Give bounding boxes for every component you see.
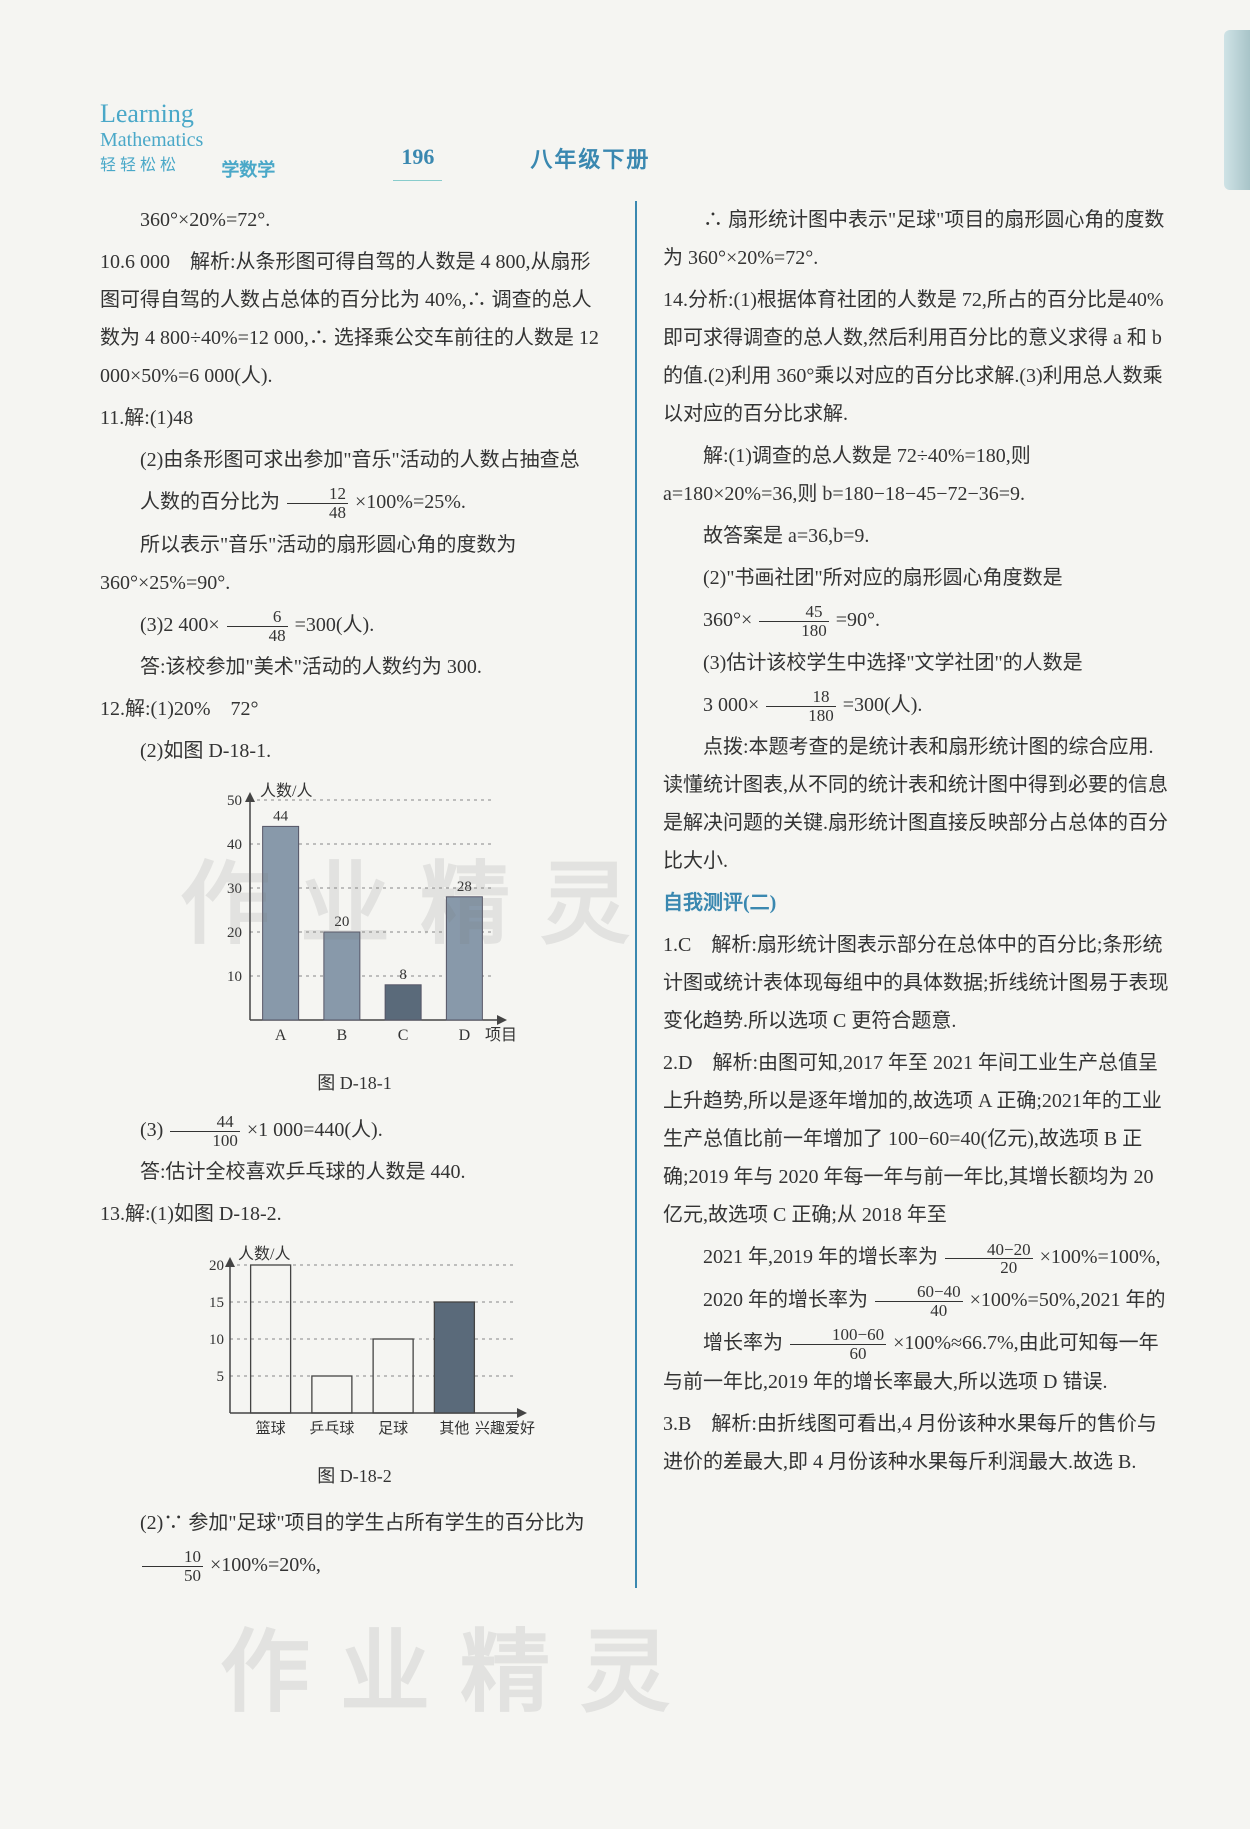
q11-4: 所以表示"音乐"活动的扇形圆心角的度数为 360°×25%=90°. <box>100 526 609 602</box>
q14-sol1: 解:(1)调查的总人数是 72÷40%=180,则 a=180×20%=36,则… <box>663 437 1170 513</box>
q13-1: 13.解:(1)如图 D-18-2. <box>100 1195 609 1233</box>
svg-text:B: B <box>336 1027 347 1044</box>
a2a: 2.D 解析:由图可知,2017 年至 2021 年间工业生产总值呈上升趋势,所… <box>663 1044 1170 1234</box>
q12-1: 12.解:(1)20% 72° <box>100 690 609 728</box>
fraction: 18 180 <box>766 688 836 725</box>
text-line: 360°×20%=72°. <box>100 201 609 239</box>
bar-chart-d-18-1: 10 20 30 40 50 44 A 20 B 8 C 28 D 人数/人项目 <box>195 780 515 1060</box>
q11-5: (3)2 400× 6 48 =300(人). <box>100 606 609 645</box>
fraction: 100−60 60 <box>790 1326 886 1363</box>
svg-text:30: 30 <box>227 881 242 897</box>
page-number: 196 <box>393 136 442 181</box>
chart1-caption: 图 D-18-1 <box>100 1066 609 1100</box>
svg-text:其他: 其他 <box>439 1420 469 1437</box>
q14-sol2: (2)"书画社团"所对应的扇形圆心角度数是 <box>663 559 1170 597</box>
q11-3: 人数的百分比为 12 48 ×100%=25%. <box>100 483 609 522</box>
logo-script-2: Mathematics <box>100 129 203 151</box>
svg-text:人数/人: 人数/人 <box>238 1245 290 1263</box>
q14-sol3b: 3 000× 18 180 =300(人). <box>663 686 1170 725</box>
q14-sol1b: 故答案是 a=36,b=9. <box>663 517 1170 555</box>
r1: ∴ 扇形统计图中表示"足球"项目的扇形圆心角的度数为 360°×20%=72°. <box>663 201 1170 277</box>
left-column: 360°×20%=72°. 10.6 000 解析:从条形图可得自驾的人数是 4… <box>100 201 635 1588</box>
svg-text:20: 20 <box>334 914 349 930</box>
section-title: 自我测评(二) <box>663 884 1170 922</box>
q10: 10.6 000 解析:从条形图可得自驾的人数是 4 800,从扇形图可得自驾的… <box>100 243 609 395</box>
content-columns: 360°×20%=72°. 10.6 000 解析:从条形图可得自驾的人数是 4… <box>100 201 1170 1588</box>
fraction: 10 50 <box>142 1548 203 1585</box>
q13-3: 10 50 ×100%=20%, <box>100 1546 609 1585</box>
a3: 3.B 解析:由折线图可看出,4 月份该种水果每斤的售价与进价的差最大,即 4 … <box>663 1405 1170 1481</box>
q12-4: 答:估计全校喜欢乒乓球的人数是 440. <box>100 1153 609 1191</box>
grade-label: 八年级下册 <box>530 139 650 181</box>
svg-text:28: 28 <box>456 879 471 895</box>
svg-text:20: 20 <box>209 1258 224 1274</box>
a2b: 2021 年,2019 年的增长率为 40−20 20 ×100%=100%, <box>663 1238 1170 1277</box>
svg-text:10: 10 <box>209 1332 224 1348</box>
fraction: 45 180 <box>759 603 829 640</box>
logo-vertical: 学数学 <box>221 161 275 181</box>
svg-text:D: D <box>458 1027 470 1044</box>
q12-2: (2)如图 D-18-1. <box>100 732 609 770</box>
svg-text:项目: 项目 <box>485 1027 515 1044</box>
logo-block: Learning Mathematics 轻轻松松 <box>100 100 203 181</box>
a2d: 增长率为 100−60 60 ×100%≈66.7%,由此可知每一年与前一年比,… <box>663 1324 1170 1401</box>
q11-6: 答:该校参加"美术"活动的人数约为 300. <box>100 648 609 686</box>
fraction: 40−20 20 <box>945 1241 1033 1278</box>
svg-text:A: A <box>274 1027 286 1044</box>
q14-analysis: 14.分析:(1)根据体育社团的人数是 72,所占的百分比是40%即可求得调查的… <box>663 281 1170 433</box>
fraction: 6 48 <box>227 608 288 645</box>
svg-text:8: 8 <box>399 967 407 983</box>
watermark-2: 作业精灵 <box>220 1588 700 1759</box>
svg-text:乒乓球: 乒乓球 <box>309 1420 354 1437</box>
chart2-caption: 图 D-18-2 <box>100 1459 609 1493</box>
logo-script-1: Learning <box>100 100 203 129</box>
svg-text:篮球: 篮球 <box>255 1419 285 1437</box>
q11-2: (2)由条形图可求出参加"音乐"活动的人数占抽查总 <box>100 441 609 479</box>
svg-text:兴趣爱好: 兴趣爱好 <box>475 1420 535 1437</box>
svg-text:足球: 足球 <box>378 1420 408 1437</box>
q14-sol2b: 360°× 45 180 =90°. <box>663 601 1170 640</box>
a2c: 2020 年的增长率为 60−40 40 ×100%=50%,2021 年的 <box>663 1281 1170 1320</box>
svg-text:C: C <box>397 1027 408 1044</box>
q11-1: 11.解:(1)48 <box>100 399 609 437</box>
q13-2: (2)∵ 参加"足球"项目的学生占所有学生的百分比为 <box>100 1504 609 1542</box>
svg-text:人数/人: 人数/人 <box>260 782 312 800</box>
bar-chart-d-18-2: 5 10 15 20 篮球 乒乓球 足球 其他 人数/人兴趣爱好 <box>175 1243 535 1453</box>
svg-text:15: 15 <box>209 1295 224 1311</box>
fraction: 12 48 <box>287 485 348 522</box>
svg-text:44: 44 <box>273 809 289 825</box>
page-edge-tab <box>1224 30 1250 190</box>
svg-text:50: 50 <box>227 793 242 809</box>
svg-text:40: 40 <box>227 837 242 853</box>
a1: 1.C 解析:扇形统计图表示部分在总体中的百分比;条形统计图或统计表体现每组中的… <box>663 926 1170 1040</box>
q12-3: (3) 44 100 ×1 000=440(人). <box>100 1111 609 1150</box>
fraction: 44 100 <box>170 1113 240 1150</box>
q14-tip: 点拨:本题考查的是统计表和扇形统计图的综合应用.读懂统计图表,从不同的统计表和统… <box>663 728 1170 880</box>
svg-text:5: 5 <box>216 1369 224 1385</box>
logo-sub: 轻轻松松 <box>100 151 203 181</box>
q14-sol3: (3)估计该校学生中选择"文学社团"的人数是 <box>663 644 1170 682</box>
svg-text:20: 20 <box>227 925 242 941</box>
svg-text:10: 10 <box>227 969 242 985</box>
right-column: ∴ 扇形统计图中表示"足球"项目的扇形圆心角的度数为 360°×20%=72°.… <box>635 201 1170 1588</box>
fraction: 60−40 40 <box>875 1283 963 1320</box>
page-header: Learning Mathematics 轻轻松松 学数学 196 八年级下册 <box>100 100 1170 181</box>
